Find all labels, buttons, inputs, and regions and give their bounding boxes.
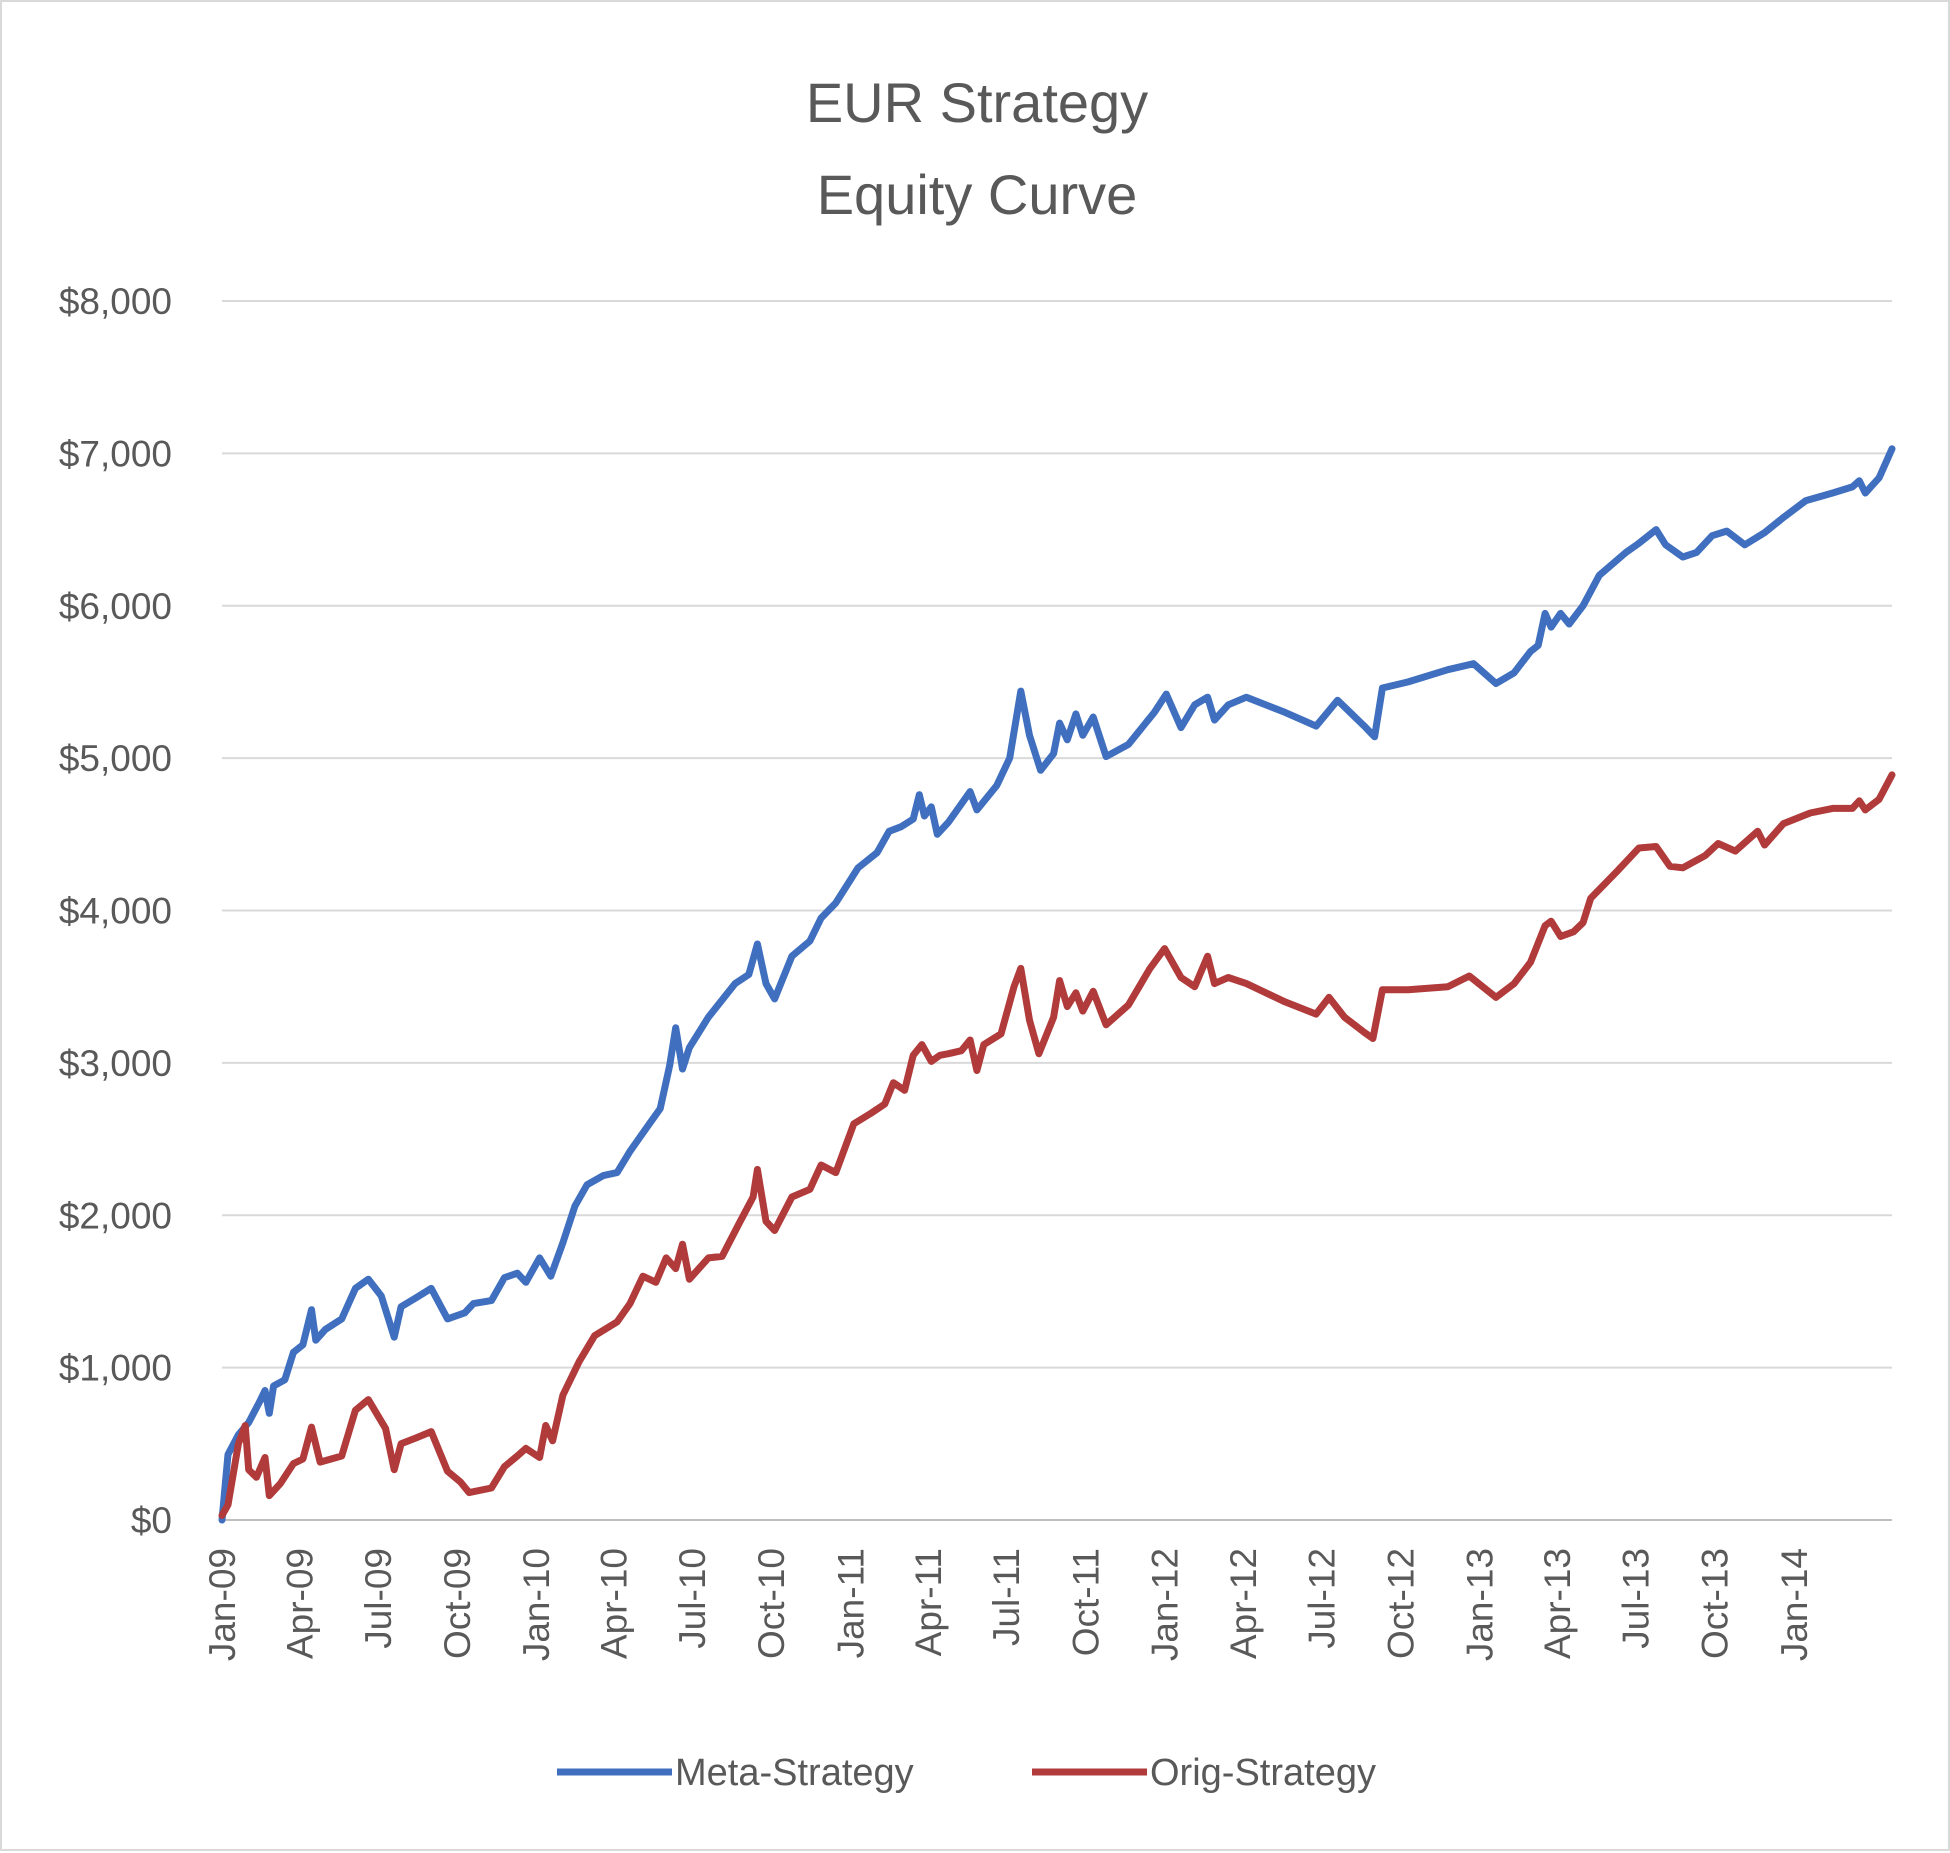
x-axis: Jan-09 Apr-09 Jul-09 Oct-09 Jan-10 Apr-10 Jul-… bbox=[202, 1519, 1892, 1661]
x-tick-label: Apr-13 bbox=[1537, 1548, 1578, 1659]
x-tick-label: Jul-11 bbox=[986, 1548, 1027, 1646]
y-tick-label: $6,000 bbox=[59, 586, 172, 627]
y-tick-label: $5,000 bbox=[59, 738, 172, 779]
chart-title-line2: Equity Curve bbox=[817, 163, 1138, 226]
x-tick-label: Oct-12 bbox=[1380, 1548, 1421, 1659]
legend-label: Orig-Strategy bbox=[1150, 1752, 1376, 1794]
y-tick-label: $2,000 bbox=[59, 1195, 172, 1236]
chart-title-line1: EUR Strategy bbox=[806, 71, 1148, 134]
y-tick-label: $3,000 bbox=[59, 1043, 172, 1084]
x-tick-label: Oct-10 bbox=[751, 1548, 792, 1659]
x-tick-label: Jan-14 bbox=[1774, 1548, 1815, 1661]
plot-series bbox=[218, 445, 1896, 1524]
x-tick-label: Apr-11 bbox=[908, 1548, 949, 1656]
x-tick-label: Jul-10 bbox=[672, 1548, 713, 1649]
legend-label: Meta-Strategy bbox=[675, 1752, 914, 1794]
legend: Meta-Strategy Orig-Strategy bbox=[557, 1752, 1376, 1794]
y-tick-label: $7,000 bbox=[59, 433, 172, 474]
y-tick-label: $4,000 bbox=[59, 891, 172, 932]
x-tick-label: Jan-13 bbox=[1460, 1548, 1501, 1661]
x-tick-label: Apr-09 bbox=[279, 1548, 320, 1659]
x-tick-label: Jul-13 bbox=[1615, 1548, 1656, 1649]
grid-lines bbox=[222, 300, 1892, 1521]
x-tick-label: Jul-09 bbox=[358, 1548, 399, 1649]
y-tick-label: $1,000 bbox=[59, 1348, 172, 1389]
x-tick-label: Jan-10 bbox=[516, 1548, 557, 1661]
series-line-meta-strategy bbox=[218, 445, 1896, 1524]
y-axis-tick-labels: $0 $1,000 $2,000 $3,000 $4,000 $5,000 $6,000 $7… bbox=[59, 281, 172, 1541]
x-tick-label: Apr-12 bbox=[1223, 1548, 1264, 1659]
x-tick-label: Oct-09 bbox=[437, 1548, 478, 1659]
x-tick-label: Oct-11 bbox=[1065, 1548, 1106, 1656]
x-tick-label: Jan-09 bbox=[202, 1548, 243, 1661]
x-tick-label: Oct-13 bbox=[1695, 1548, 1736, 1659]
x-tick-label: Jan-11 bbox=[830, 1548, 871, 1658]
x-tick-label: Apr-10 bbox=[594, 1548, 635, 1659]
y-tick-label: $0 bbox=[131, 1500, 172, 1541]
x-tick-label: Jan-12 bbox=[1145, 1548, 1186, 1661]
x-tick-label: Jul-12 bbox=[1301, 1548, 1342, 1649]
series-line-orig-strategy bbox=[218, 771, 1896, 1519]
y-tick-label: $8,000 bbox=[59, 281, 172, 322]
